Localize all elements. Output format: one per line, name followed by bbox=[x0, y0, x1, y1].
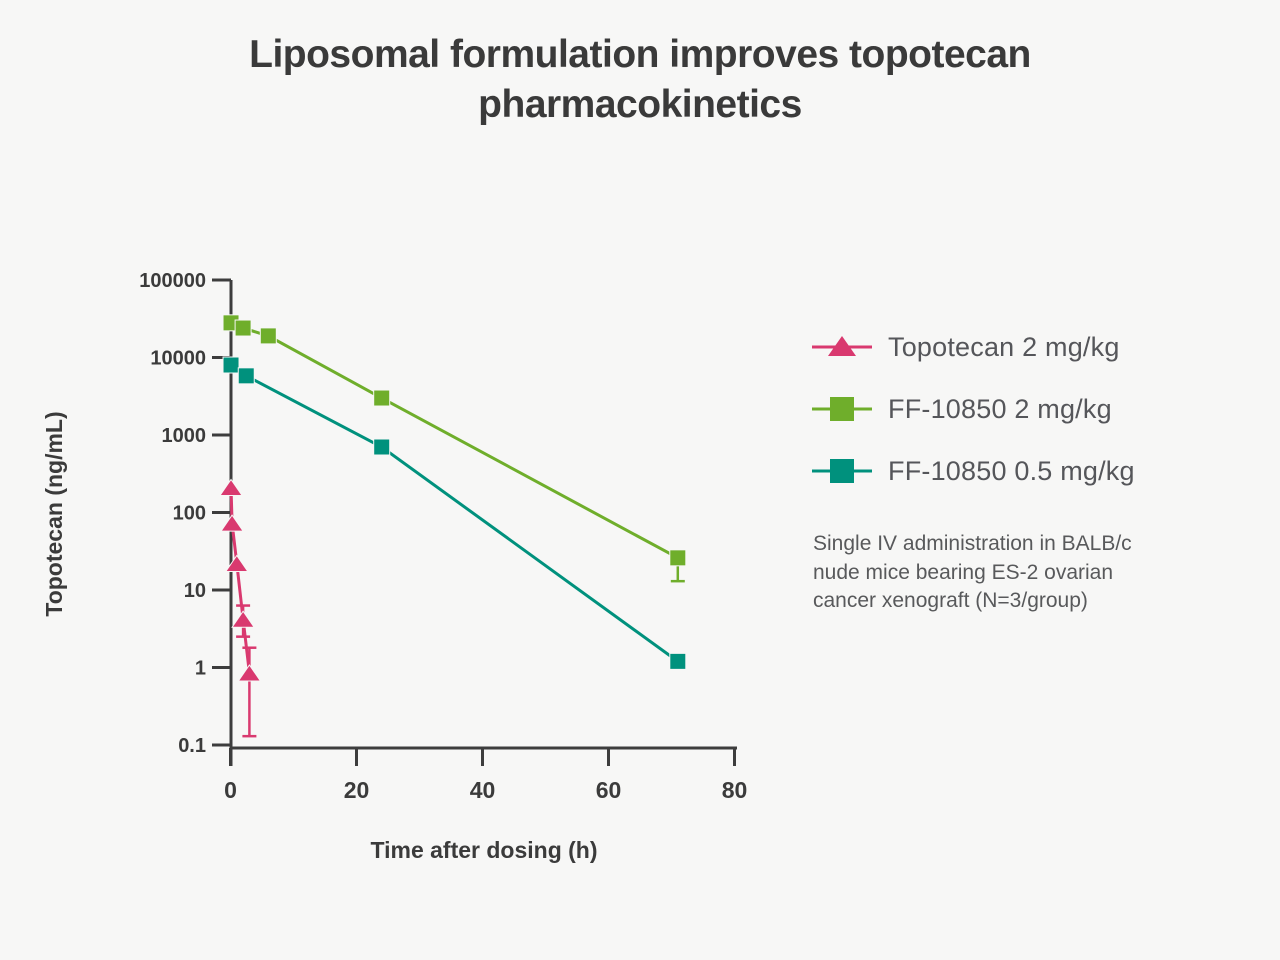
x-tick-label: 60 bbox=[596, 777, 622, 803]
x-tick-label: 40 bbox=[470, 777, 496, 803]
y-tick-label: 10 bbox=[184, 580, 206, 602]
y-tick-label: 100 bbox=[173, 503, 206, 525]
data-point-marker bbox=[373, 438, 391, 456]
data-point-marker bbox=[669, 549, 687, 567]
data-point-marker bbox=[231, 610, 256, 628]
legend-label: FF-10850 2 mg/kg bbox=[888, 393, 1112, 424]
square-marker-icon bbox=[812, 459, 872, 483]
triangle-marker-icon bbox=[812, 336, 872, 356]
legend-item: FF-10850 2 mg/kg bbox=[810, 392, 1135, 426]
legend-label: FF-10850 0.5 mg/kg bbox=[888, 455, 1135, 486]
x-axis-title: Time after dosing (h) bbox=[370, 837, 597, 863]
legend-marker-square bbox=[830, 397, 854, 421]
square-marker-icon bbox=[812, 397, 872, 421]
data-point-marker bbox=[259, 327, 277, 345]
legend-marker-square bbox=[830, 459, 854, 483]
data-point-marker bbox=[222, 356, 240, 374]
x-tick-label: 20 bbox=[344, 777, 370, 803]
chart-legend: Topotecan 2 mg/kg FF-10850 2 mg/kg FF-10… bbox=[810, 330, 1135, 516]
y-tick-label: 10000 bbox=[150, 348, 206, 370]
data-point-marker bbox=[373, 389, 391, 407]
legend-item: Topotecan 2 mg/kg bbox=[810, 330, 1135, 364]
legend-item: FF-10850 0.5 mg/kg bbox=[810, 454, 1135, 488]
y-tick-label: 1 bbox=[195, 658, 206, 680]
y-tick-label: 0.1 bbox=[178, 735, 206, 757]
data-point-marker bbox=[224, 554, 249, 572]
y-tick-label: 1000 bbox=[162, 425, 207, 447]
series-line bbox=[230, 363, 679, 663]
data-point-marker bbox=[237, 367, 255, 385]
data-point-marker bbox=[234, 319, 252, 337]
y-axis-title: Topotecan (ng/mL) bbox=[41, 411, 67, 616]
legend-marker-triangle bbox=[828, 336, 856, 356]
x-tick-label: 80 bbox=[722, 777, 748, 803]
series-line bbox=[230, 321, 679, 560]
series-line bbox=[229, 487, 251, 674]
pk-line-chart: 100000 10000 1000 100 10 1 0.1 0 20 40 60 80 Time af… bbox=[41, 270, 748, 863]
study-note: Single IV administration in BALB/c nude … bbox=[813, 532, 1132, 613]
legend-label: Topotecan 2 mg/kg bbox=[888, 331, 1120, 362]
data-point-marker bbox=[219, 478, 243, 497]
data-point-marker bbox=[237, 664, 262, 682]
chart-title: Liposomal formulation improves topotecan… bbox=[249, 33, 1031, 126]
data-point-marker bbox=[220, 514, 245, 532]
y-tick-label: 100000 bbox=[139, 270, 206, 292]
data-point-marker bbox=[669, 652, 687, 670]
x-tick-label: 0 bbox=[224, 777, 237, 803]
